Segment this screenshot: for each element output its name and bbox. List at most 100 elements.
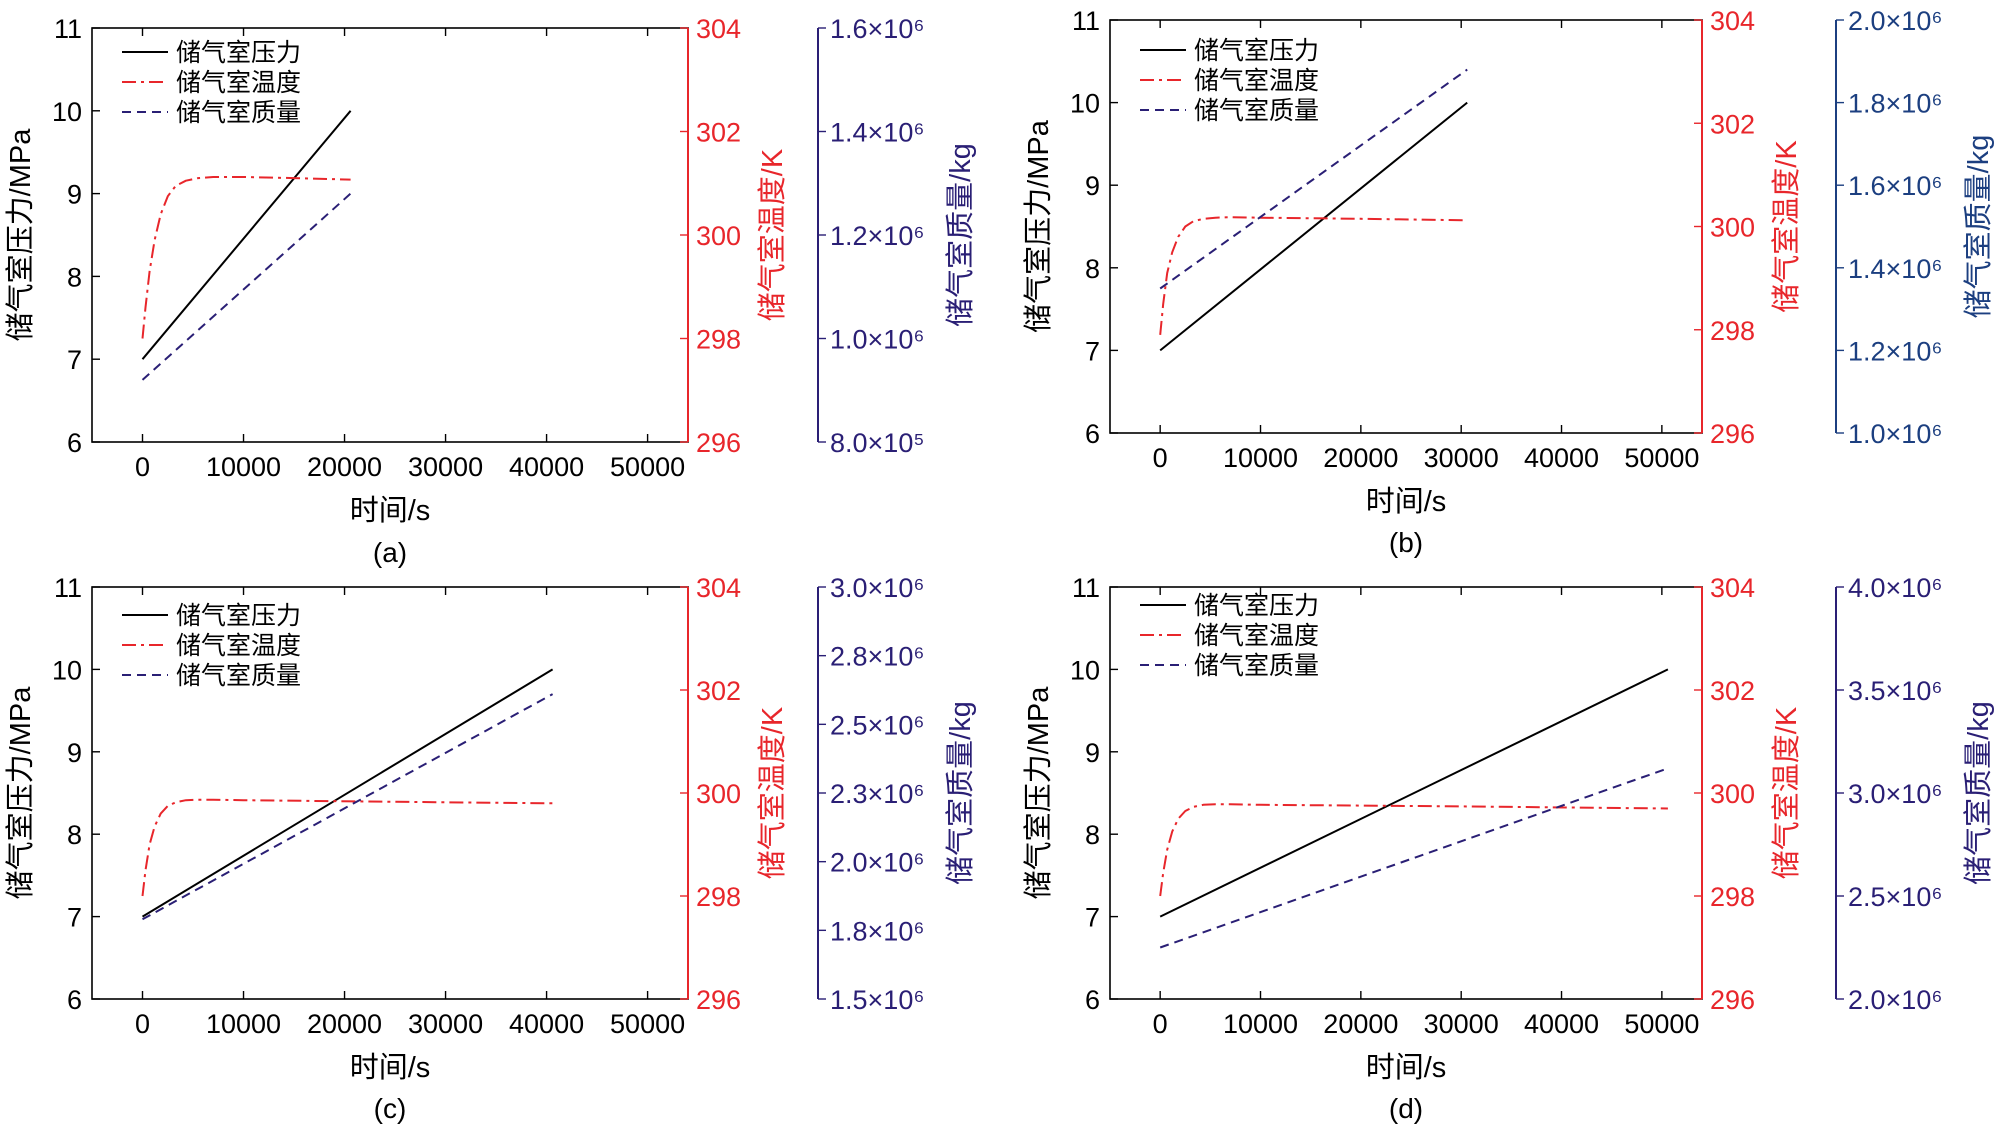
temperature-series-line xyxy=(1159,216,1468,335)
chart-panel-d: 0 10000 20000 30000 40000 50000 时间/s 6 7 8 9 10 11 储气… xyxy=(1022,573,1995,1124)
left-axis-label: 储气室压力/MPa xyxy=(4,686,37,900)
temperature-tick-label: 298 xyxy=(696,325,741,355)
x-tick-label: 10000 xyxy=(1223,443,1298,473)
legend-entry-label: 储气室压力 xyxy=(1194,37,1319,65)
x-tick-label: 30000 xyxy=(408,1009,483,1039)
x-tick-label: 30000 xyxy=(1424,443,1499,473)
temperature-series-line xyxy=(1159,803,1668,897)
temperature-tick-label: 296 xyxy=(696,428,741,458)
left-tick-label: 8 xyxy=(67,820,82,850)
x-tick-label: 30000 xyxy=(1424,1009,1499,1039)
left-tick-label: 10 xyxy=(52,97,82,127)
temperature-tick-label: 298 xyxy=(1710,882,1755,912)
x-tick-label: 20000 xyxy=(1323,1009,1398,1039)
left-tick-label: 11 xyxy=(1072,6,1100,36)
temperature-tick-label: 296 xyxy=(1710,419,1755,449)
temperature-tick-label: 304 xyxy=(1710,6,1755,36)
mass-tick-label: 1.6×10⁶ xyxy=(830,14,924,44)
x-tick-label: 50000 xyxy=(610,452,685,482)
temperature-series-line xyxy=(141,798,553,897)
mass-tick-label: 3.0×10⁶ xyxy=(1848,779,1942,809)
mass-tick-label: 1.2×10⁶ xyxy=(830,221,924,251)
legend-entry-label: 储气室质量 xyxy=(176,99,301,127)
x-tick-label: 50000 xyxy=(610,1009,685,1039)
left-tick-label: 9 xyxy=(1085,738,1100,768)
left-tick-label: 7 xyxy=(1085,903,1100,933)
x-tick-label: 10000 xyxy=(1223,1009,1298,1039)
mass-tick-label: 2.0×10⁶ xyxy=(1848,6,1942,36)
mass-tick-label: 8.0×10⁵ xyxy=(830,428,925,458)
left-tick-label: 6 xyxy=(1085,419,1100,449)
legend-entry-label: 储气室压力 xyxy=(176,39,301,67)
left-tick-label: 10 xyxy=(1070,655,1100,685)
left-tick-label: 6 xyxy=(1085,985,1100,1015)
mass-tick-label: 3.0×10⁶ xyxy=(830,573,924,603)
panel-caption: (c) xyxy=(374,1093,407,1124)
mass-series-line xyxy=(142,693,554,921)
panel-caption: (b) xyxy=(1389,527,1423,558)
mass-tick-label: 1.4×10⁶ xyxy=(830,118,924,148)
temperature-tick-label: 300 xyxy=(696,779,741,809)
x-tick-label: 0 xyxy=(1153,1009,1168,1039)
mass-series-line xyxy=(1159,767,1669,949)
mass-tick-label: 1.5×10⁶ xyxy=(830,985,924,1015)
temperature-tick-label: 300 xyxy=(1710,213,1755,243)
temperature-tick-label: 302 xyxy=(696,676,741,706)
temperature-tick-label: 296 xyxy=(696,985,741,1015)
left-tick-label: 8 xyxy=(67,262,82,292)
left-tick-label: 10 xyxy=(52,655,82,685)
x-tick-label: 50000 xyxy=(1624,443,1699,473)
mass-tick-label: 1.2×10⁶ xyxy=(1848,336,1942,366)
x-tick-label: 0 xyxy=(135,452,150,482)
mass-tick-label: 2.8×10⁶ xyxy=(830,642,924,672)
legend-entry-label: 储气室温度 xyxy=(176,69,301,97)
temperature-tick-label: 300 xyxy=(696,221,741,251)
left-tick-label: 11 xyxy=(54,14,82,44)
mass-tick-label: 2.3×10⁶ xyxy=(830,779,924,809)
left-tick-label: 8 xyxy=(1085,820,1100,850)
mass-tick-label: 2.0×10⁶ xyxy=(830,848,924,878)
mass-tick-label: 1.6×10⁶ xyxy=(1848,171,1942,201)
temperature-tick-label: 304 xyxy=(696,14,741,44)
pressure-series-line xyxy=(1159,668,1669,918)
x-tick-label: 40000 xyxy=(1524,443,1599,473)
panel-caption: (d) xyxy=(1389,1093,1423,1124)
mass-series-line xyxy=(141,192,352,381)
x-tick-label: 40000 xyxy=(509,1009,584,1039)
x-tick-label: 30000 xyxy=(408,452,483,482)
mass-tick-label: 4.0×10⁶ xyxy=(1848,573,1942,603)
x-tick-label: 0 xyxy=(1153,443,1168,473)
legend-entry-label: 储气室质量 xyxy=(176,662,301,690)
pressure-series-line xyxy=(141,668,554,918)
left-axis-label: 储气室压力/MPa xyxy=(1022,686,1055,900)
mass-tick-label: 2.5×10⁶ xyxy=(1848,882,1942,912)
legend-entry-label: 储气室温度 xyxy=(1194,622,1319,650)
left-tick-label: 6 xyxy=(67,985,82,1015)
temperature-tick-label: 300 xyxy=(1710,779,1755,809)
mass-tick-label: 1.4×10⁶ xyxy=(1848,254,1942,284)
left-tick-label: 7 xyxy=(1085,336,1100,366)
temperature-tick-label: 304 xyxy=(696,573,741,603)
mass-axis-label: 储气室质量/kg xyxy=(944,143,977,327)
panel-caption: (a) xyxy=(373,537,407,568)
x-tick-label: 20000 xyxy=(1323,443,1398,473)
temperature-tick-label: 296 xyxy=(1710,985,1755,1015)
pressure-series-line xyxy=(1159,101,1468,352)
temperature-axis-label: 储气室温度/K xyxy=(756,148,789,321)
left-tick-label: 9 xyxy=(67,738,82,768)
x-axis-label: 时间/s xyxy=(350,494,431,527)
x-tick-label: 40000 xyxy=(1524,1009,1599,1039)
temperature-tick-label: 302 xyxy=(1710,676,1755,706)
temperature-tick-label: 298 xyxy=(1710,316,1755,346)
mass-series-line xyxy=(1159,68,1468,290)
legend-entry-label: 储气室质量 xyxy=(1194,652,1319,680)
temperature-tick-label: 298 xyxy=(696,882,741,912)
left-tick-label: 7 xyxy=(67,345,82,375)
mass-tick-label: 3.5×10⁶ xyxy=(1848,676,1942,706)
left-tick-label: 7 xyxy=(67,903,82,933)
temperature-tick-label: 302 xyxy=(696,118,741,148)
mass-axis-label: 储气室质量/kg xyxy=(1962,701,1995,885)
x-tick-label: 20000 xyxy=(307,452,382,482)
temperature-series-line xyxy=(141,176,351,339)
left-tick-label: 8 xyxy=(1085,254,1100,284)
